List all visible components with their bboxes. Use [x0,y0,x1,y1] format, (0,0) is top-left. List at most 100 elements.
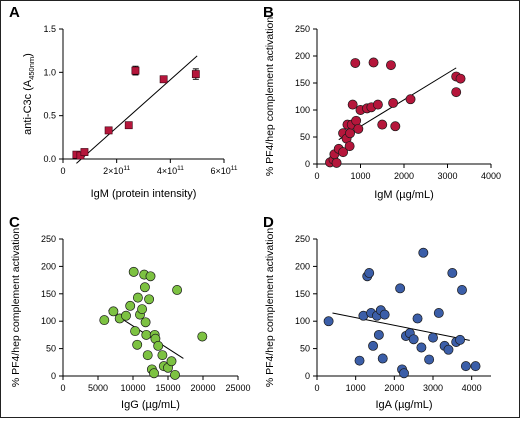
data-point [99,315,110,326]
data-point [405,94,416,105]
data-point [455,73,466,84]
panel-label: C [9,214,20,231]
panel-label: B [263,4,274,21]
data-point [418,247,429,258]
y-tick-label: 100 [295,316,310,326]
data-point [157,350,168,361]
x-tick-label: 25000 [225,383,250,393]
x-tick-label-base: 4×10 [157,166,177,176]
y-axis-title-part: ) [22,53,34,57]
data-point [451,87,462,98]
x-tick-label: 2000 [394,171,414,181]
y-tick-label: 0 [305,159,310,169]
data-point [345,128,356,139]
y-tick-label: 100 [41,316,56,326]
data-point [408,334,419,345]
x-tick-label-exponent: 11 [231,165,238,172]
data-point [433,308,444,318]
x-axis-title: IgM (µg/mL) [374,189,434,201]
data-point [172,285,183,295]
data-point [368,340,379,351]
x-tick-label: 4000 [462,383,482,393]
data-point [121,310,131,321]
x-tick-label-exponent: 11 [123,165,130,172]
y-tick-label: 0.5 [43,111,56,121]
y-axis-title: anti-C3c (A450nm) [22,53,36,135]
data-point [338,147,349,158]
y-tick-label: 250 [41,234,56,244]
x-tick-label: 2×1011 [103,165,130,176]
data-point [368,57,379,68]
data-point [379,309,390,320]
x-tick-label-exponent: 11 [177,165,184,172]
x-tick-label: 15000 [155,383,180,393]
data-point [142,350,153,361]
y-tick-label: 150 [41,289,56,299]
data-point [323,316,334,327]
data-point [455,334,466,345]
y-tick-label: 200 [295,51,310,61]
data-point [166,356,177,367]
panel-label: D [263,214,274,231]
regression-line [332,312,470,341]
x-tick-label: 4000 [481,171,501,181]
data-point [153,340,164,351]
x-tick-label: 20000 [190,383,215,393]
data-point [447,268,458,278]
x-axis-title: IgM (protein intensity) [91,188,197,200]
x-axis-title: IgA (µg/mL) [375,399,432,411]
x-tick-label: 4×1011 [157,165,184,176]
y-tick-label: 0.0 [43,154,56,164]
data-point [125,300,136,311]
panel-b: B 0 1000 2000 3000 4000 0 50 100 150 200 250 IgM (µg… [263,4,501,201]
y-tick-label: 50 [300,132,310,142]
data-point [347,99,358,110]
data-point [149,368,159,379]
data-point [424,354,435,365]
data-point [132,292,143,303]
x-tick-label: 1000 [350,171,370,181]
data-point [364,268,375,278]
data-point [372,99,383,110]
data-point [132,339,143,350]
x-tick-label: 3000 [423,383,443,393]
data-point [130,326,141,337]
data-point [131,66,140,75]
y-axis-title: % PF4/hep complement activation [10,228,22,387]
data-point [457,285,467,295]
x-tick-label: 0 [314,383,319,393]
data-point [377,353,388,364]
data-point [144,294,155,305]
data-point [140,317,151,328]
y-axis-title: % PF4/hep complement activation [264,228,276,387]
x-tick-label: 3000 [437,171,457,181]
data-point [124,121,133,130]
y-tick-label: 100 [295,105,310,115]
regression-line [76,55,198,164]
y-tick-label: 50 [300,344,310,354]
x-tick-label: 10000 [120,383,145,393]
panel-label: A [9,4,20,21]
data-point [395,283,406,294]
data-point [108,306,119,317]
data-point [344,141,355,152]
y-tick-label: 50 [46,344,56,354]
data-point [412,313,423,324]
data-point [470,361,481,372]
x-tick-label-base: 2×10 [103,166,123,176]
y-axis-title-part: anti-C3c (A [22,79,34,135]
x-tick-label: 0 [60,383,65,393]
data-point [353,123,364,134]
y-axis-title-subscript: 450nm [27,57,36,80]
x-tick-label: 0 [60,166,65,176]
y-tick-label: 250 [295,24,310,34]
data-point [145,271,156,282]
data-point [197,331,208,342]
x-tick-label: 6×1011 [210,165,237,176]
y-tick-label: 150 [295,78,310,88]
data-point [170,369,180,380]
x-tick-label: 5000 [88,383,108,393]
